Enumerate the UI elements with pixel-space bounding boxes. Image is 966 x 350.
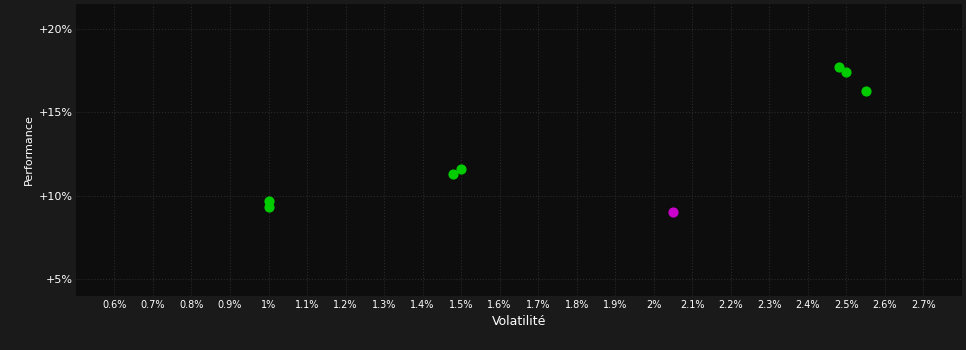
Point — [453, 166, 469, 172]
X-axis label: Volatilité: Volatilité — [492, 315, 546, 328]
Point — [261, 204, 276, 210]
Point — [261, 198, 276, 203]
Point — [858, 88, 873, 93]
Y-axis label: Performance: Performance — [23, 114, 34, 186]
Point — [666, 210, 681, 215]
Point — [838, 70, 854, 75]
Point — [445, 171, 461, 177]
Point — [831, 65, 846, 70]
